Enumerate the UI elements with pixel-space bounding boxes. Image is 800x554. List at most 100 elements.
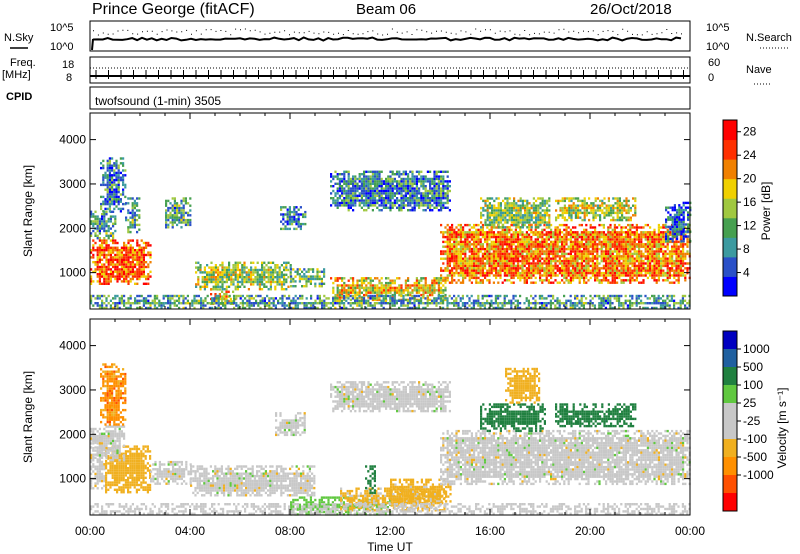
echo-cell (552, 231, 555, 234)
echo-cell (482, 206, 485, 210)
echo-cell (653, 271, 656, 275)
echo-cell (567, 226, 570, 229)
echo-cell (651, 274, 654, 277)
echo-cell (413, 180, 416, 183)
echo-cell (541, 235, 544, 239)
echo-cell (272, 278, 275, 281)
echo-cell (561, 247, 564, 251)
echo-cell (457, 255, 460, 258)
echo-cell (149, 270, 152, 273)
echo-cell (106, 162, 109, 165)
echo-cell (429, 180, 432, 183)
echo-cell (675, 247, 678, 251)
echo-cell (415, 277, 418, 280)
echo-cell (409, 192, 412, 195)
echo-cell (662, 259, 665, 263)
echo-cell (568, 216, 571, 219)
echo-cell (104, 188, 107, 191)
echo-cell (411, 206, 414, 209)
echo-cell (616, 250, 619, 253)
echo-cell (624, 250, 627, 253)
echo-cell (554, 267, 557, 270)
echo-cell (556, 250, 559, 253)
echo-cell (609, 262, 612, 265)
echo-cell (642, 281, 645, 284)
echo-cell (493, 221, 496, 224)
echo-cell (219, 285, 222, 288)
echo-cell (221, 264, 224, 267)
echo-cell (332, 291, 335, 294)
echo-cell (122, 181, 125, 184)
echo-cell (633, 257, 636, 260)
echo-cell (223, 288, 226, 291)
echo-cell (473, 235, 476, 239)
echo-cell (378, 298, 381, 302)
echo-cell (286, 213, 289, 216)
echo-cell (424, 187, 427, 190)
echo-cell (550, 223, 553, 227)
echo-cell (404, 173, 407, 176)
echo-cell (134, 263, 137, 266)
echo-cell (558, 271, 561, 275)
echo-cell (587, 238, 590, 241)
echo-cell (532, 262, 535, 265)
echo-cell (290, 280, 293, 283)
echo-cell (587, 231, 590, 234)
echo-cell (304, 210, 307, 214)
echo-cell (385, 182, 388, 185)
echo-cell (635, 259, 638, 263)
echo-cell (415, 192, 418, 195)
echo-cell (411, 192, 414, 195)
echo-cell (293, 208, 296, 211)
echo-cell (305, 275, 308, 278)
echo-cell (90, 280, 93, 283)
echo-cell (112, 215, 115, 218)
echo-cell (462, 259, 465, 263)
echo-cell (411, 289, 414, 292)
echo-cell (532, 211, 535, 215)
echo-cell (525, 235, 528, 239)
echo-cell (107, 225, 110, 228)
echo-cell (105, 246, 108, 249)
echo-cell (343, 173, 346, 176)
echo-cell (391, 197, 394, 200)
echo-cell (352, 199, 355, 202)
echo-cell (167, 199, 170, 203)
nsearch-label: N.Search (746, 32, 792, 44)
echo-cell (352, 289, 355, 292)
echo-cell (437, 170, 440, 173)
echo-cell (462, 276, 465, 280)
echo-cell (651, 255, 654, 258)
echo-cell (265, 264, 268, 267)
echo-cell (261, 273, 264, 276)
echo-cell (418, 177, 421, 181)
echo-cell (420, 201, 423, 205)
echo-cell (409, 187, 412, 190)
echo-cell (108, 162, 111, 165)
echo-cell (106, 202, 109, 206)
echo-cell (642, 226, 645, 229)
echo-cell (90, 232, 93, 235)
echo-cell (596, 243, 599, 246)
echo-cell (539, 264, 542, 268)
echo-cell (182, 221, 185, 224)
echo-cell (180, 221, 183, 224)
echo-cell (90, 275, 93, 278)
echo-cell (539, 269, 542, 272)
echo-cell (624, 257, 627, 260)
echo-cell (638, 262, 641, 265)
echo-cell (499, 259, 502, 263)
echo-cell (539, 245, 542, 248)
echo-cell (506, 245, 509, 248)
echo-cell (230, 280, 233, 284)
echo-cell (682, 262, 685, 265)
echo-cell (607, 235, 610, 239)
echo-cell (517, 269, 520, 272)
echo-cell (620, 240, 623, 244)
echo-cell (108, 188, 111, 191)
echo-cell (666, 264, 669, 268)
echo-cell (446, 243, 449, 246)
echo-cell (446, 197, 449, 200)
echo-cell (451, 247, 454, 251)
echo-cell (402, 201, 405, 205)
